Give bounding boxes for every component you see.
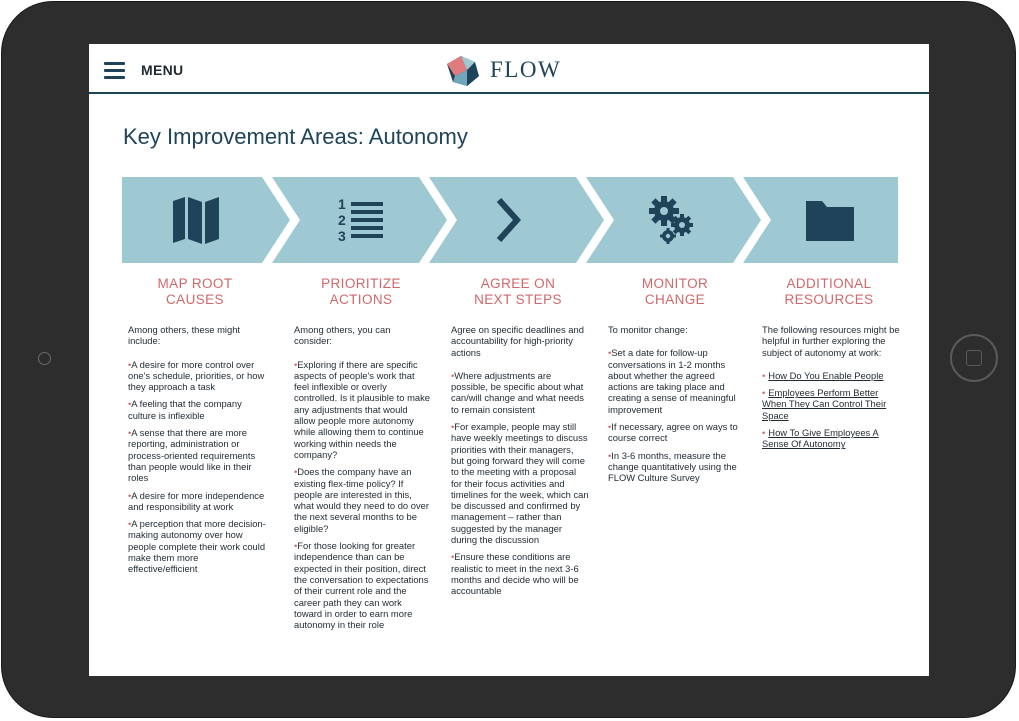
flow-logo-icon (447, 56, 479, 86)
step-heading-line: CAUSES (166, 292, 224, 307)
column-intro: Agree on specific deadlines and accounta… (451, 324, 584, 358)
menu-label[interactable]: MENU (141, 62, 184, 78)
svg-text:3: 3 (338, 228, 346, 244)
step-heading-line: PRIORITIZE (321, 276, 401, 291)
app-screen: MENU FLOW Key Improvement Areas: Autonom… (89, 44, 929, 676)
column-intro: To monitor change: (608, 324, 688, 335)
step-heading-line: AGREE ON (480, 276, 556, 291)
step-heading-line: CHANGE (644, 292, 706, 307)
step-heading-map-root-causes: MAP ROOT CAUSES (125, 276, 265, 308)
map-icon (173, 197, 219, 244)
home-button-icon (966, 350, 982, 366)
step-column-monitor-change: To monitor change: Set a date for follow… (608, 324, 745, 490)
list-item: Where adjustments are possible, be speci… (451, 370, 589, 415)
list-item: In 3-6 months, measure the change quanti… (608, 450, 745, 484)
step-heading-line: RESOURCES (784, 292, 874, 307)
hamburger-menu-icon[interactable] (104, 62, 125, 79)
step-heading-line: NEXT STEPS (474, 292, 562, 307)
step-heading-line: MONITOR (641, 276, 709, 291)
logo-text: FLOW (490, 57, 562, 82)
page-title: Key Improvement Areas: Autonomy (123, 124, 468, 149)
step-column-map-root-causes: Among others, these might include: A des… (128, 324, 268, 581)
list-item: For those looking for greater independen… (294, 540, 430, 630)
list-item: Ensure these conditions are realistic to… (451, 551, 589, 596)
step-heading-line: MAP ROOT (157, 276, 233, 291)
step-heading-agree-next-steps: AGREE ON NEXT STEPS (448, 276, 588, 308)
list-item: For example, people may still have weekl… (451, 421, 589, 545)
list-item: Set a date for follow-up conversations i… (608, 347, 745, 415)
resource-link[interactable]: Employees Perform Better When They Can C… (762, 387, 902, 421)
step-column-agree-next-steps: Agree on specific deadlines and accounta… (451, 324, 589, 603)
step-heading-additional-resources: ADDITIONAL RESOURCES (759, 276, 899, 308)
step-heading-monitor-change: MONITOR CHANGE (605, 276, 745, 308)
list-item: If necessary, agree on ways to course co… (608, 421, 745, 444)
column-intro: Among others, these might include: (128, 324, 241, 347)
list-item: A feeling that the company culture is in… (128, 398, 268, 421)
svg-text:2: 2 (338, 212, 346, 228)
list-item: Does the company have an existing flex-t… (294, 466, 430, 534)
list-item: A perception that more decision-making a… (128, 518, 268, 574)
svg-text:1: 1 (338, 196, 346, 212)
process-chevrons: 1 2 3 (122, 177, 898, 263)
column-intro: Among others, you can consider: (294, 324, 391, 347)
step-column-prioritize-actions: Among others, you can consider: Explorin… (294, 324, 430, 636)
step-heading-line: ACTIONS (329, 292, 393, 307)
list-item: A desire for more independence and respo… (128, 490, 268, 513)
top-bar: MENU FLOW (89, 44, 929, 94)
column-intro: The following resources might be helpful… (762, 324, 900, 358)
step-heading-prioritize-actions: PRIORITIZE ACTIONS (291, 276, 431, 308)
resource-link[interactable]: How To Give Employees A Sense Of Autonom… (762, 427, 902, 450)
chevron-right-icon (496, 197, 522, 243)
list-item: A sense that there are more reporting, a… (128, 427, 268, 483)
list-item: A desire for more control over one's sch… (128, 359, 268, 393)
folder-icon (806, 201, 854, 241)
numbered-list-icon: 1 2 3 (338, 196, 383, 244)
home-button[interactable] (950, 334, 998, 382)
gears-icon (649, 196, 693, 244)
step-heading-line: ADDITIONAL (786, 276, 872, 291)
step-column-additional-resources: The following resources might be helpful… (762, 324, 902, 456)
camera-icon (38, 352, 51, 365)
list-item: Exploring if there are specific aspects … (294, 359, 430, 461)
resource-link[interactable]: How Do You Enable People (762, 370, 902, 381)
